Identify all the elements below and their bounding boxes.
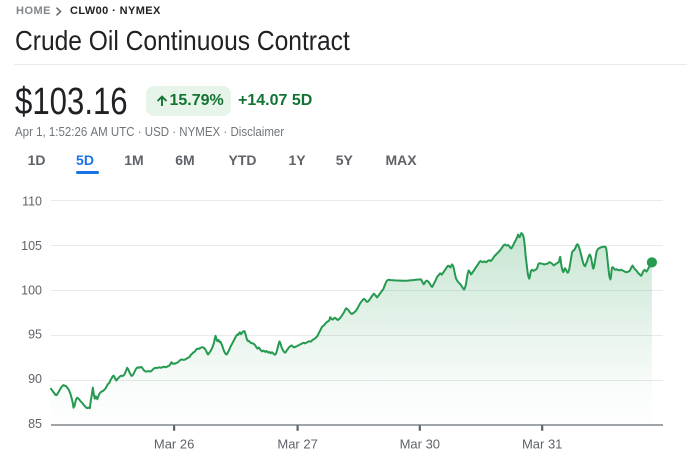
svg-text:Mar 27: Mar 27 (277, 436, 317, 451)
svg-text:95: 95 (28, 328, 42, 342)
svg-text:Mar 30: Mar 30 (400, 436, 440, 451)
svg-text:Mar 31: Mar 31 (522, 436, 562, 451)
svg-text:100: 100 (21, 283, 42, 297)
svg-text:90: 90 (28, 372, 42, 386)
svg-text:85: 85 (28, 417, 42, 431)
svg-text:105: 105 (21, 239, 42, 253)
svg-text:Mar 26: Mar 26 (154, 436, 194, 451)
svg-text:110: 110 (22, 194, 42, 208)
